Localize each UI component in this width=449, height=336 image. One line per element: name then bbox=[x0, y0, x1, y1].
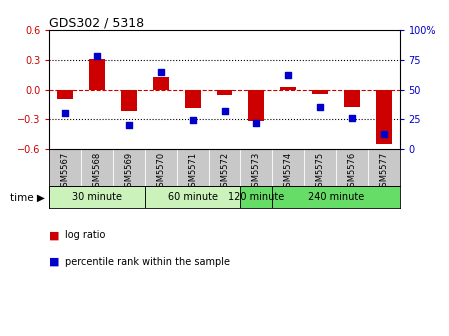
Text: 120 minute: 120 minute bbox=[228, 192, 285, 202]
Bar bbox=[185, 90, 201, 109]
Text: GSM5573: GSM5573 bbox=[252, 152, 261, 192]
Point bbox=[221, 108, 228, 114]
Bar bbox=[216, 90, 233, 94]
Text: GSM5569: GSM5569 bbox=[124, 152, 133, 192]
Text: GDS302 / 5318: GDS302 / 5318 bbox=[49, 16, 145, 29]
Text: GSM5572: GSM5572 bbox=[220, 152, 229, 192]
Point bbox=[285, 73, 292, 78]
Text: GSM5571: GSM5571 bbox=[188, 152, 197, 192]
Bar bbox=[240, 186, 272, 208]
Bar bbox=[57, 90, 73, 99]
Text: GSM5575: GSM5575 bbox=[316, 152, 325, 192]
Point bbox=[189, 118, 196, 123]
Bar bbox=[312, 90, 328, 93]
Point bbox=[157, 69, 164, 75]
Point bbox=[348, 115, 356, 121]
Text: 240 minute: 240 minute bbox=[308, 192, 364, 202]
Point bbox=[93, 54, 101, 59]
Point bbox=[125, 123, 132, 128]
Bar bbox=[376, 90, 392, 144]
Text: GSM5577: GSM5577 bbox=[379, 152, 388, 192]
Text: GSM5574: GSM5574 bbox=[284, 152, 293, 192]
Bar bbox=[89, 59, 105, 90]
Bar bbox=[153, 77, 169, 90]
Text: 60 minute: 60 minute bbox=[167, 192, 218, 202]
Text: ■: ■ bbox=[49, 230, 60, 240]
Text: percentile rank within the sample: percentile rank within the sample bbox=[65, 257, 230, 267]
Text: GSM5567: GSM5567 bbox=[61, 152, 70, 192]
Point bbox=[380, 131, 387, 136]
Point bbox=[62, 111, 69, 116]
Text: GSM5576: GSM5576 bbox=[348, 152, 357, 192]
Bar bbox=[272, 186, 400, 208]
Bar bbox=[121, 90, 137, 111]
Bar bbox=[145, 186, 240, 208]
Point bbox=[253, 120, 260, 126]
Bar bbox=[280, 87, 296, 90]
Point bbox=[317, 105, 324, 110]
Text: GSM5570: GSM5570 bbox=[156, 152, 165, 192]
Bar bbox=[49, 186, 145, 208]
Text: time ▶: time ▶ bbox=[10, 192, 45, 202]
Text: log ratio: log ratio bbox=[65, 230, 106, 240]
Text: 30 minute: 30 minute bbox=[72, 192, 122, 202]
Bar bbox=[248, 90, 264, 121]
Text: ■: ■ bbox=[49, 257, 60, 267]
Text: GSM5568: GSM5568 bbox=[92, 152, 101, 192]
Bar bbox=[344, 90, 360, 108]
